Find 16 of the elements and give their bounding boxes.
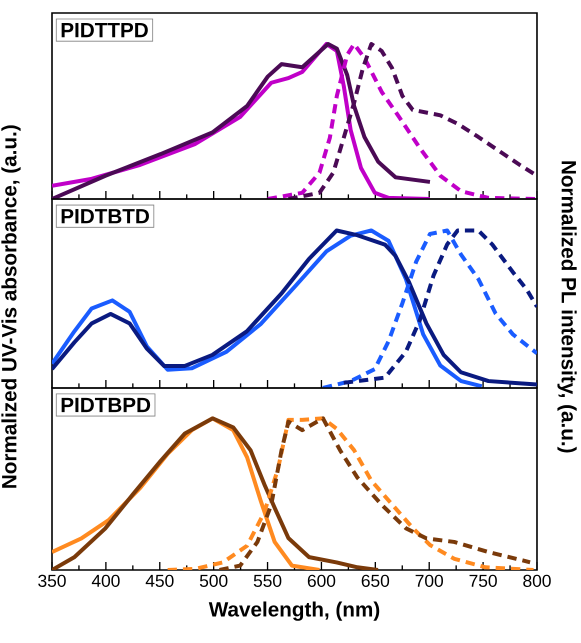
x-tick-label: 450 xyxy=(146,574,174,587)
chart-title: PIDTTPD xyxy=(62,22,148,38)
x-tick-label: 650 xyxy=(362,574,390,587)
x-tick-label: 400 xyxy=(92,574,120,587)
chart-title: PIDTBPD xyxy=(62,398,150,412)
x-tick-label: 800 xyxy=(523,574,551,587)
x-tick-label: 350 xyxy=(38,574,66,587)
x-tick-label: 700 xyxy=(416,574,443,587)
y2-axis-title: Normalized PL intensity, (a.u.) xyxy=(557,161,577,452)
x-tick-label: 750 xyxy=(470,574,497,587)
y-axis-title: Normalized UV-Vis absorbance, (a.u.) xyxy=(1,125,21,488)
x-axis-title: Wavelength, (nm) xyxy=(208,601,380,621)
x-tick-label: 550 xyxy=(254,574,282,587)
x-tick-label: 600 xyxy=(308,574,336,587)
chart-title: PIDTBTD xyxy=(62,209,149,224)
x-tick-label: 500 xyxy=(200,574,228,587)
